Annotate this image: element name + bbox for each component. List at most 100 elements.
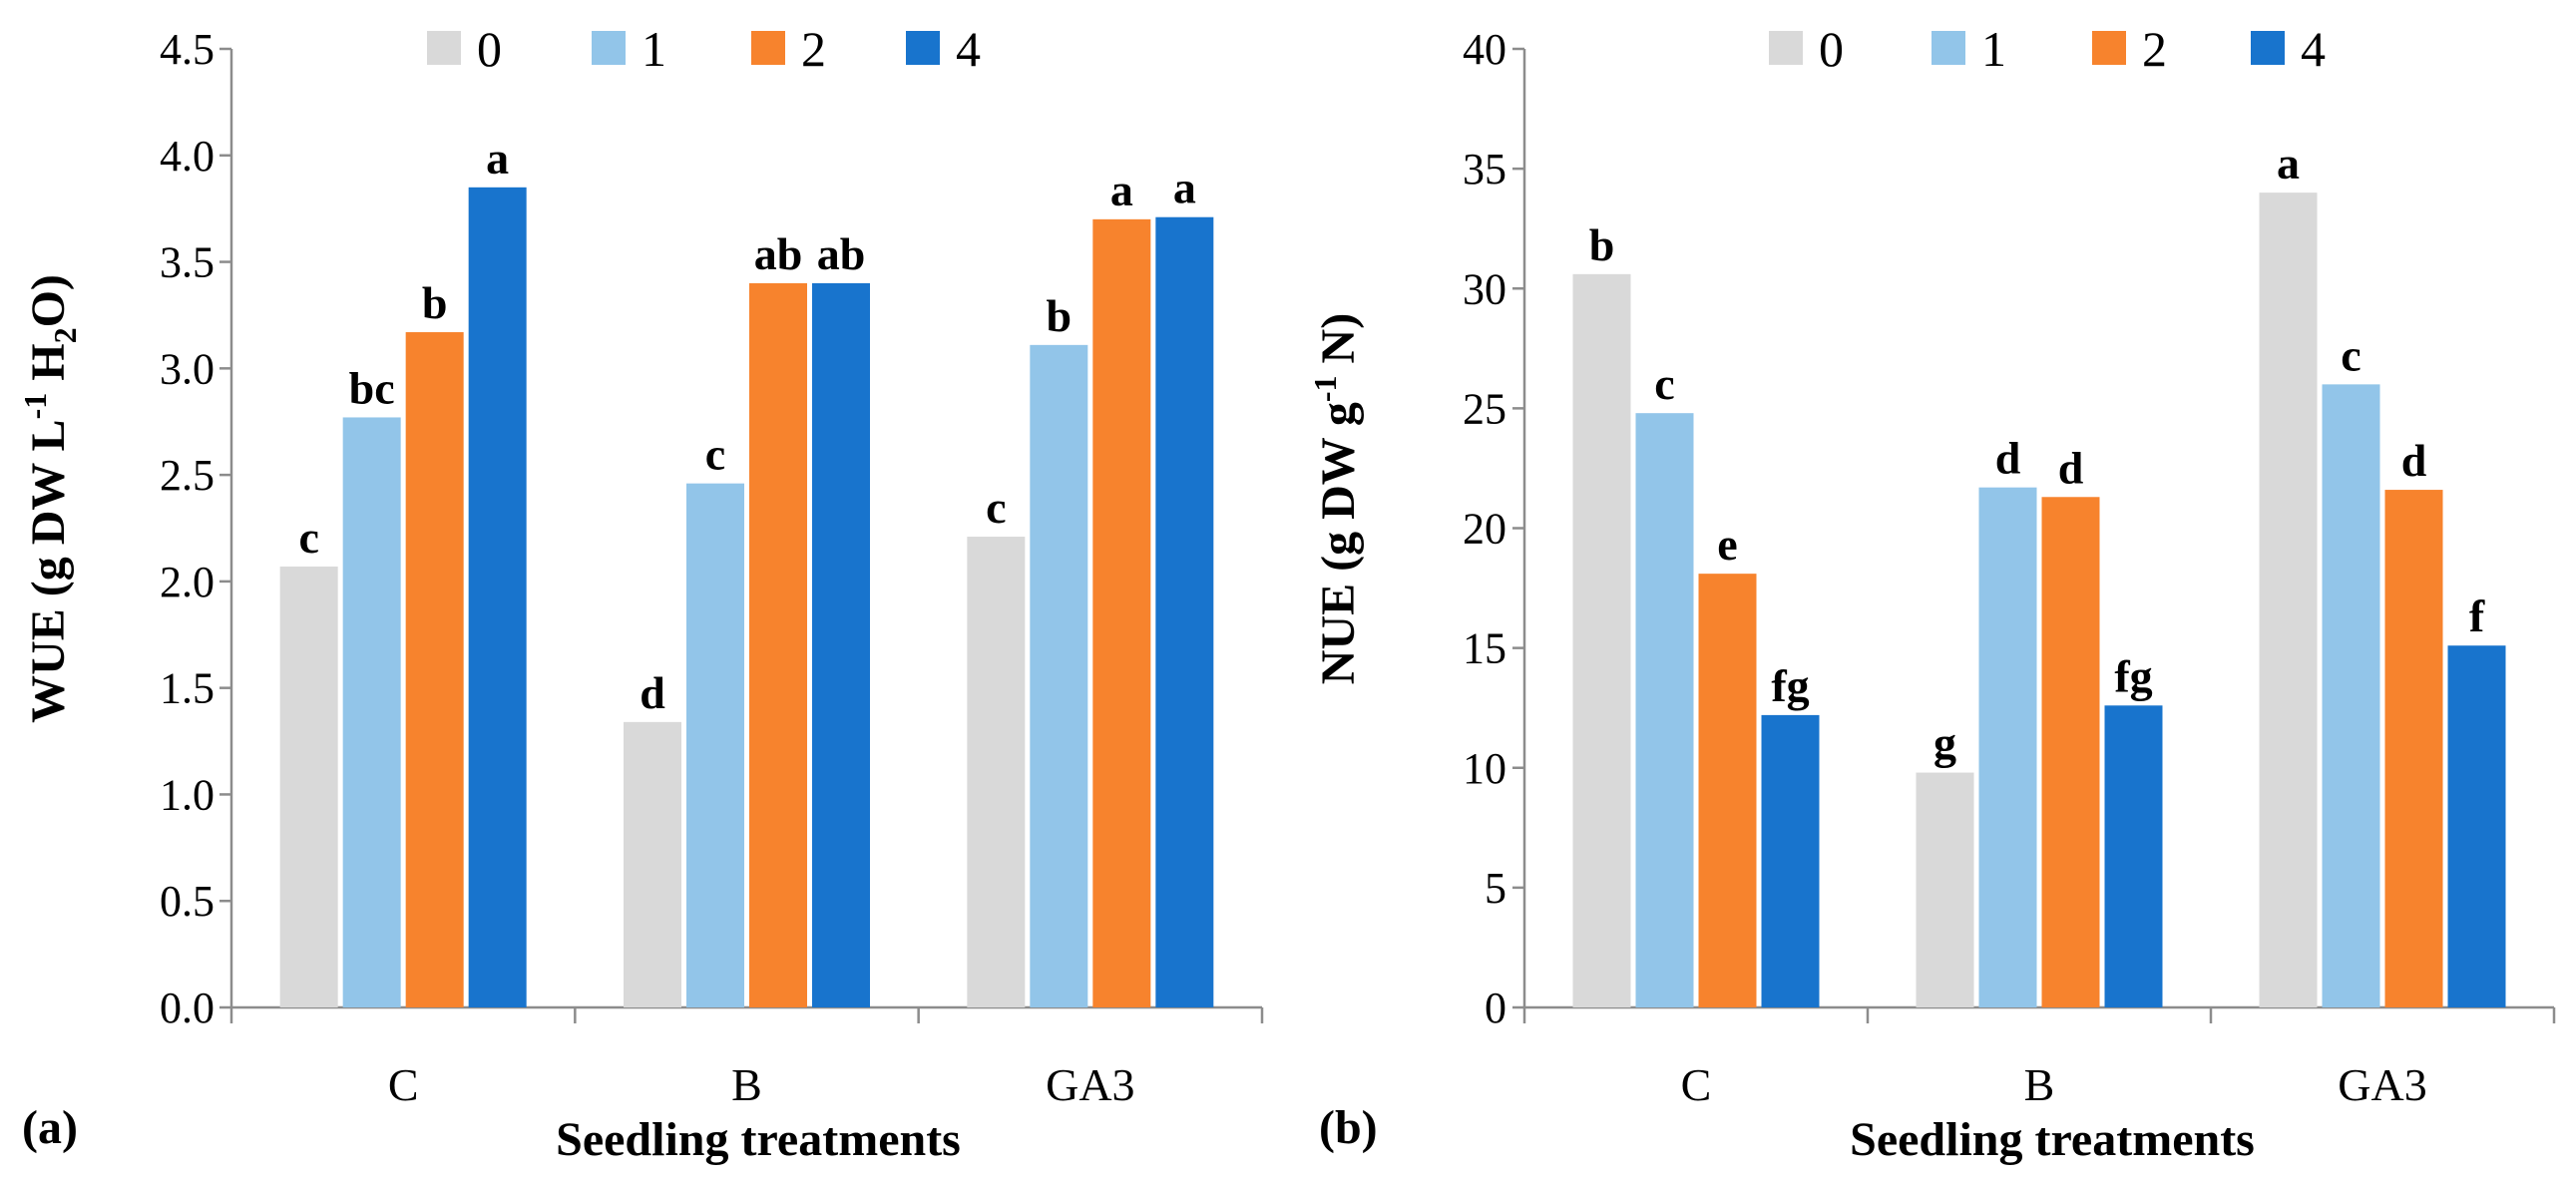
y-tick-label: 15 xyxy=(1463,624,1506,673)
legend-label-4: 4 xyxy=(2301,21,2326,77)
legend-swatch-0 xyxy=(427,31,461,65)
y-tick-label: 2.5 xyxy=(160,451,215,500)
significance-label: b xyxy=(1589,219,1615,270)
bar-series-1-c xyxy=(1635,413,1694,1007)
bar-series-2-b xyxy=(749,282,807,1007)
x-category-label: B xyxy=(2024,1059,2055,1110)
bar-series-0-b xyxy=(624,721,681,1007)
x-category-label: C xyxy=(388,1059,419,1110)
bar-series-1-ga3 xyxy=(2322,384,2380,1008)
bar-series-0-ga3 xyxy=(967,537,1026,1007)
significance-label: g xyxy=(1933,718,1956,769)
legend-label-1: 1 xyxy=(642,21,666,77)
bar-series-4-c xyxy=(468,187,527,1008)
bar-series-2-c xyxy=(405,332,464,1007)
bar-series-0-b xyxy=(1916,772,1974,1007)
significance-label: d xyxy=(2401,435,2427,486)
y-tick-label: 5 xyxy=(1485,864,1506,913)
legend-swatch-1 xyxy=(592,31,626,65)
legend-swatch-1 xyxy=(1932,31,1965,65)
y-axis-title-main: NUE (g DW g xyxy=(1312,402,1365,684)
significance-label: c xyxy=(1654,358,1674,409)
bar-series-4-b xyxy=(2104,705,2163,1007)
y-axis-title-sup: -1 xyxy=(1307,375,1343,402)
y-tick-label: 2.0 xyxy=(160,558,215,606)
significance-label: c xyxy=(298,512,318,563)
y-tick-label: 35 xyxy=(1463,145,1506,194)
significance-label: d xyxy=(1995,433,2021,484)
y-tick-label: 3.0 xyxy=(160,344,215,393)
y-tick-label: 10 xyxy=(1463,744,1506,793)
x-category-label: GA3 xyxy=(1046,1059,1134,1110)
chart-panel-a: 0.0 0.5 1.0 1.5 2.0 2.5 3.0 3.5 4.0 4.5 Cc bc b a Bd c a… xyxy=(17,21,1264,1166)
y-tick-label: 4.0 xyxy=(160,132,215,181)
y-tick-label: 1.5 xyxy=(160,664,215,713)
y-tick-label: 0 xyxy=(1485,984,1506,1032)
significance-label: f xyxy=(2469,591,2485,641)
bar-series-2-ga3 xyxy=(2384,490,2443,1007)
y-tick-label: 3.5 xyxy=(160,238,215,287)
bar-series-4-c xyxy=(1761,714,1820,1007)
bar-series-4-ga3 xyxy=(2447,645,2506,1007)
legend-swatch-4 xyxy=(906,31,940,65)
y-tick-label: 20 xyxy=(1463,505,1506,554)
y-axis-title-sub: 2 xyxy=(47,327,83,343)
y-axis-title-end: O) xyxy=(22,274,75,327)
y-axis-title-mid: H xyxy=(22,343,75,392)
significance-label: fg xyxy=(1771,660,1809,711)
legend-label-0: 0 xyxy=(1819,21,1844,77)
significance-label: a xyxy=(2277,138,2300,189)
significance-label: d xyxy=(640,667,665,718)
y-axis-title-mid: N) xyxy=(1312,313,1365,376)
legend-swatch-2 xyxy=(751,31,785,65)
legend-swatch-2 xyxy=(2092,31,2126,65)
bar-series-2-c xyxy=(1698,574,1757,1007)
bar-series-0-c xyxy=(279,566,338,1007)
significance-label: e xyxy=(1717,519,1737,570)
y-tick-label: 1.0 xyxy=(160,770,215,819)
bar-series-0-ga3 xyxy=(2259,193,2318,1007)
significance-label: bc xyxy=(349,362,395,413)
bar-series-4-b xyxy=(812,282,870,1007)
bar-series-0-c xyxy=(1572,273,1631,1008)
y-axis-title-sup: -1 xyxy=(17,393,53,420)
legend-label-2: 2 xyxy=(2142,21,2167,77)
significance-label: c xyxy=(986,482,1006,533)
significance-label: a xyxy=(1110,165,1133,215)
significance-label: a xyxy=(1173,163,1196,213)
panel-label: (b) xyxy=(1319,1101,1378,1154)
x-axis-title: Seedling treatments xyxy=(556,1113,961,1166)
y-tick-label: 0.0 xyxy=(160,984,215,1032)
legend-label-1: 1 xyxy=(1981,21,2006,77)
bar-series-1-b xyxy=(1978,487,2037,1008)
x-category-label: GA3 xyxy=(2338,1059,2426,1110)
y-tick-label: 40 xyxy=(1463,25,1506,74)
y-axis-title: NUE (g DW g-1 N) xyxy=(1307,313,1365,684)
x-category-label: C xyxy=(1681,1059,1712,1110)
y-axis-title: WUE (g DW L-1 H2O) xyxy=(17,274,83,723)
legend-label-0: 0 xyxy=(477,21,502,77)
legend-label-2: 2 xyxy=(801,21,826,77)
significance-label: d xyxy=(2058,442,2084,493)
y-tick-label: 0.5 xyxy=(160,877,215,926)
significance-label: b xyxy=(1047,290,1073,341)
bar-series-2-b xyxy=(2041,497,2100,1007)
x-category-label: B xyxy=(731,1059,762,1110)
significance-label: c xyxy=(705,429,725,480)
y-tick-label: 25 xyxy=(1463,384,1506,433)
y-tick-label: 4.5 xyxy=(160,25,215,74)
bar-series-1-c xyxy=(342,417,401,1007)
significance-label: ab xyxy=(817,228,866,279)
y-axis-title-main: WUE (g DW L xyxy=(22,419,75,722)
x-axis-title: Seedling treatments xyxy=(1850,1113,2255,1166)
legend-label-4: 4 xyxy=(956,21,981,77)
bar-series-2-ga3 xyxy=(1092,218,1151,1007)
legend-swatch-4 xyxy=(2251,31,2285,65)
legend-swatch-0 xyxy=(1769,31,1803,65)
bar-series-4-ga3 xyxy=(1155,216,1214,1008)
y-tick-label: 30 xyxy=(1463,264,1506,313)
bar-series-1-b xyxy=(686,483,744,1007)
significance-label: ab xyxy=(754,228,803,279)
